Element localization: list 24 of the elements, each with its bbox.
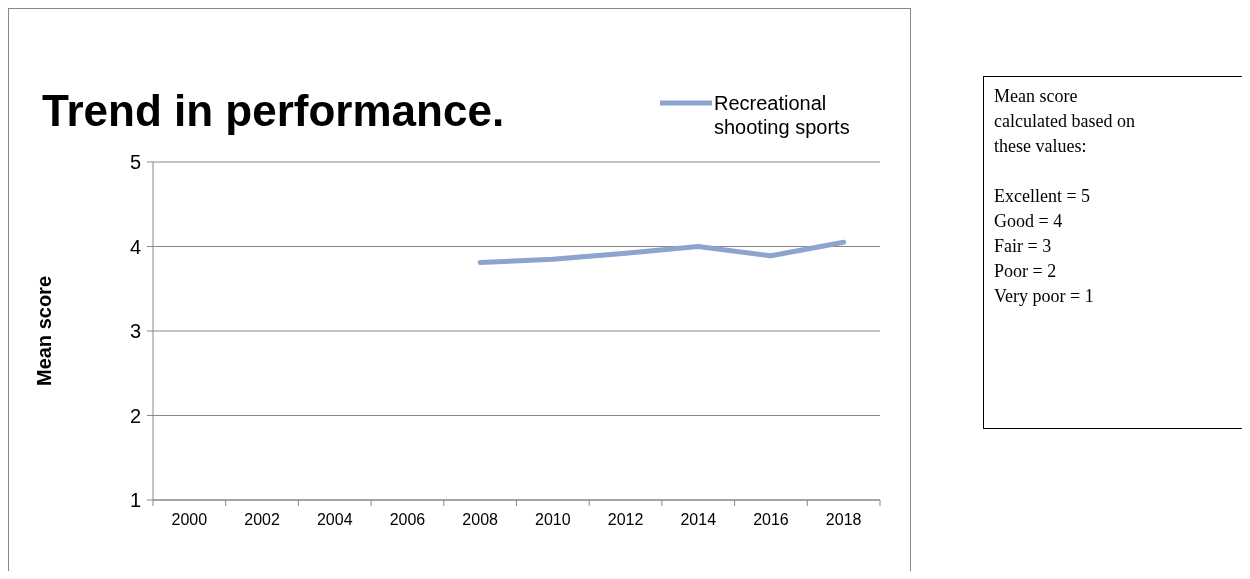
x-tick-label: 2006 xyxy=(389,511,426,528)
x-tick-label: 2008 xyxy=(462,511,499,528)
x-tick-label: 2018 xyxy=(825,511,862,528)
y-tick-label: 2 xyxy=(129,404,141,427)
y-axis-title: Mean score xyxy=(33,275,55,387)
text: Fair = 3 xyxy=(994,236,1052,256)
chart-title: Trend in performance. xyxy=(42,86,505,135)
x-tick-label: 2016 xyxy=(753,511,789,528)
x-tick-label: 2002 xyxy=(244,511,280,528)
text: Good = 4 xyxy=(994,211,1063,231)
x-tick-label: 2000 xyxy=(171,511,208,528)
text: Mean score calculated based on these values: xyxy=(994,86,1135,156)
y-tick-label: 5 xyxy=(129,151,141,173)
x-tick-label: 2012 xyxy=(607,511,644,528)
legend-label: Recreational shooting sports xyxy=(714,92,850,138)
y-tick-label: 3 xyxy=(129,320,141,342)
text: Excellent = 5 xyxy=(994,186,1091,206)
x-tick-label: 2014 xyxy=(680,511,717,528)
y-tick-label: 4 xyxy=(129,235,141,258)
x-tick-label: 2010 xyxy=(535,511,571,528)
x-tick-label: 2004 xyxy=(316,511,353,528)
text: Very poor = 1 xyxy=(994,286,1094,306)
y-tick-label: 1 xyxy=(129,489,141,511)
text: Poor = 2 xyxy=(994,261,1057,281)
